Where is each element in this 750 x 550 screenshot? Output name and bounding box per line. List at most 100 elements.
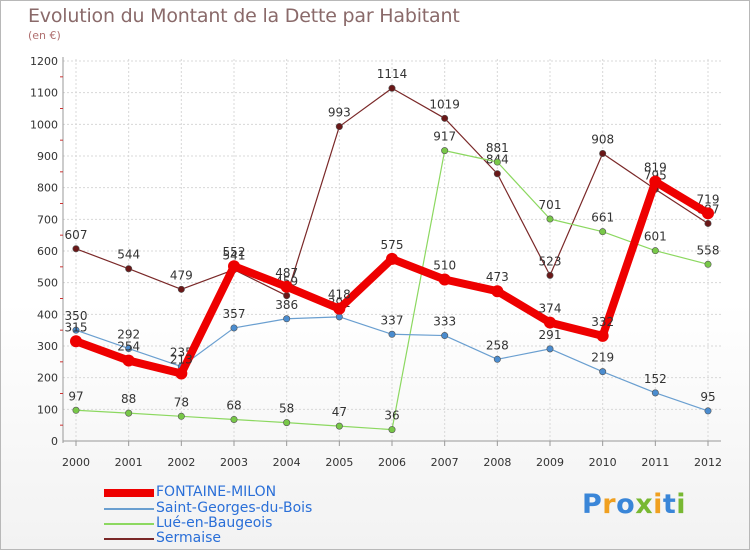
data-label-saint-georges-du-bois: 152 [644,372,667,386]
x-tick-label: 2006 [378,456,406,469]
data-label-sermaise: 479 [170,268,193,282]
data-label-sermaise: 993 [328,106,351,120]
data-point-sermaise [704,219,712,227]
data-point-lu-en-baugeois [651,247,659,255]
legend-swatch [104,523,154,525]
data-label-lu-en-baugeois: 97 [68,389,83,403]
x-tick-label: 2007 [431,456,459,469]
data-point-fontaine-milon [702,207,714,220]
data-point-lu-en-baugeois [72,406,80,414]
data-label-lu-en-baugeois: 58 [279,402,294,416]
data-point-fontaine-milon [544,316,556,329]
data-label-fontaine-milon: 719 [697,192,720,206]
data-point-fontaine-milon [280,280,293,293]
data-point-lu-en-baugeois [599,228,607,236]
data-point-saint-georges-du-bois [546,345,554,353]
data-point-fontaine-milon [596,329,609,342]
data-point-fontaine-milon [649,175,662,188]
y-tick-label: 700 [37,213,58,226]
data-label-saint-georges-du-bois: 350 [65,309,88,323]
x-tick-label: 2005 [325,456,353,469]
data-label-lu-en-baugeois: 68 [226,398,241,412]
data-point-sermaise [125,265,133,273]
data-point-saint-georges-du-bois [441,332,449,340]
data-label-fontaine-milon: 819 [644,161,667,175]
logo-letter: P [582,489,603,520]
data-point-fontaine-milon [122,354,135,367]
data-label-lu-en-baugeois: 36 [384,409,399,423]
data-label-fontaine-milon: 315 [65,320,88,334]
data-point-lu-en-baugeois [177,412,185,420]
data-label-sermaise: 607 [65,228,88,242]
data-label-lu-en-baugeois: 601 [644,230,667,244]
data-point-sermaise [441,114,449,122]
logo-letter: o [616,489,636,520]
data-label-fontaine-milon: 418 [328,288,351,302]
y-tick-label: 1000 [30,118,58,131]
data-label-sermaise: 1114 [377,67,408,81]
data-point-saint-georges-du-bois [651,389,659,397]
data-label-saint-georges-du-bois: 333 [433,315,456,329]
data-point-lu-en-baugeois [230,415,238,423]
logo-letter: r [602,489,617,520]
data-label-lu-en-baugeois: 88 [121,392,136,406]
y-tick-label: 200 [37,372,58,385]
logo-letter: x [635,489,654,520]
logo-letter: i [653,489,663,520]
data-point-lu-en-baugeois [493,158,501,166]
data-point-lu-en-baugeois [388,426,396,434]
x-tick-label: 2004 [273,456,301,469]
legend-label: FONTAINE-MILON [156,484,277,500]
data-point-sermaise [493,170,501,178]
legend-label: Lué-en-Baugeois [156,515,273,531]
data-label-fontaine-milon: 254 [117,340,140,354]
x-tick-label: 2012 [694,456,722,469]
data-label-saint-georges-du-bois: 219 [591,351,614,365]
data-point-fontaine-milon [175,367,188,380]
data-label-fontaine-milon: 552 [223,245,246,259]
data-label-sermaise: 1019 [429,97,460,111]
x-tick-label: 2009 [536,456,564,469]
data-label-saint-georges-du-bois: 357 [223,307,246,321]
data-point-saint-georges-du-bois [704,407,712,415]
data-point-fontaine-milon [70,335,82,348]
data-label-fontaine-milon: 473 [486,270,509,284]
data-point-fontaine-milon [333,302,346,315]
data-label-sermaise: 544 [117,248,140,262]
proxiti-logo: Proxiti [582,489,686,520]
y-tick-label: 100 [37,403,58,416]
y-tick-label: 300 [37,340,58,353]
data-point-lu-en-baugeois [125,409,133,417]
chart-unit-label: (en €) [28,29,61,42]
legend-swatch [104,489,154,497]
data-point-lu-en-baugeois [335,422,343,430]
legend-swatch [104,538,154,540]
data-label-sermaise: 541 [223,249,246,263]
x-tick-label: 2001 [115,456,143,469]
logo-letter: t [662,489,677,520]
data-label-fontaine-milon: 374 [539,302,562,316]
x-tick-label: 2010 [589,456,617,469]
legend-label: Saint-Georges-du-Bois [156,500,313,516]
y-tick-label: 600 [37,245,58,258]
data-point-sermaise [177,285,185,293]
data-label-saint-georges-du-bois: 258 [486,338,509,352]
data-point-saint-georges-du-bois [125,345,133,353]
data-label-lu-en-baugeois: 78 [174,395,189,409]
data-point-fontaine-milon [491,285,504,298]
data-point-saint-georges-du-bois [230,324,238,332]
y-tick-label: 1100 [30,87,58,100]
data-label-lu-en-baugeois: 917 [433,130,456,144]
data-label-saint-georges-du-bois: 386 [275,298,298,312]
data-label-saint-georges-du-bois: 337 [381,313,404,327]
data-point-fontaine-milon [228,260,240,273]
data-point-fontaine-milon [438,273,451,286]
y-tick-label: 800 [37,182,58,195]
data-label-saint-georges-du-bois: 291 [539,328,562,342]
data-point-saint-georges-du-bois [599,368,607,376]
y-tick-label: 0 [51,435,58,448]
y-tick-label: 1200 [30,55,58,68]
data-label-sermaise: 795 [644,168,667,182]
